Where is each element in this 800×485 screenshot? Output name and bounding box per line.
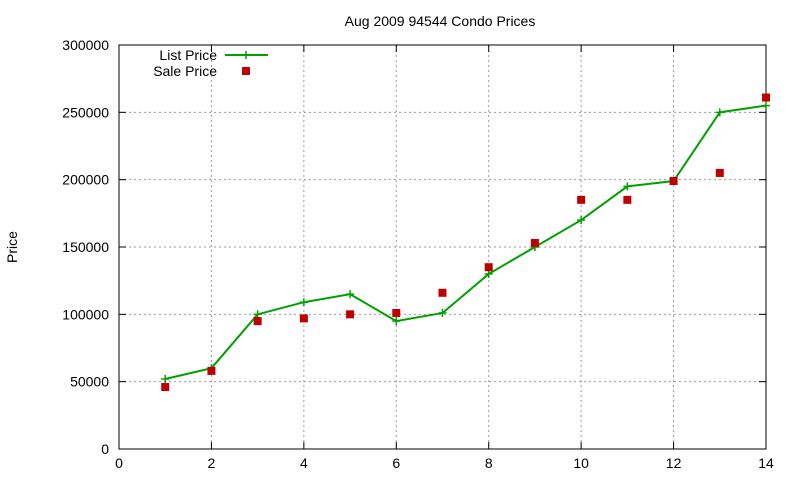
list-price-point (392, 317, 401, 326)
axis-ticks: 0 2 4 6 8 10 12 14 0 50000 100000 150000 200000 25000… (62, 37, 774, 471)
list-price-point (577, 216, 586, 225)
legend-line-sample (225, 51, 268, 59)
sale-price-point (346, 310, 355, 319)
series-sale-price (161, 93, 770, 392)
list-price-point (715, 108, 724, 117)
y-tick-label: 150000 (62, 239, 109, 255)
list-price-point (484, 269, 493, 278)
sale-price-point (161, 383, 170, 392)
series-list-price (161, 101, 770, 383)
y-tick-label: 300000 (62, 37, 109, 53)
sale-price-point (623, 195, 632, 204)
list-price-point (762, 101, 770, 110)
list-price-point (346, 290, 355, 299)
list-price-point (161, 374, 170, 383)
series-layer (161, 93, 770, 392)
x-tick-label: 14 (758, 455, 774, 471)
plot-frame (118, 44, 767, 450)
sale-price-point (762, 93, 770, 102)
list-price-line (164, 104, 767, 380)
list-price-point (623, 182, 632, 191)
y-tick-label: 250000 (62, 104, 109, 120)
x-tick-label: 0 (115, 455, 123, 471)
list-price-point (253, 310, 262, 319)
sale-price-point (299, 314, 308, 323)
y-tick-label: 100000 (62, 306, 109, 322)
sale-price-point (253, 317, 262, 326)
grid (119, 45, 766, 449)
list-price-point (438, 308, 447, 317)
x-tick-label: 8 (485, 455, 493, 471)
legend-square-marker (242, 67, 250, 75)
sale-price-point (669, 177, 678, 186)
sale-price-point (438, 288, 447, 297)
y-tick-label: 50000 (70, 374, 109, 390)
sale-price-point (577, 195, 586, 204)
sale-price-point (715, 168, 724, 177)
y-tick-label: 200000 (62, 172, 109, 188)
legend-label: Sale Price (153, 63, 217, 79)
list-price-point (299, 298, 308, 307)
y-axis-label: Price (4, 231, 20, 263)
x-tick-label: 6 (392, 455, 400, 471)
sale-price-point (530, 238, 539, 247)
x-tick-label: 4 (300, 455, 308, 471)
x-tick-label: 10 (573, 455, 589, 471)
y-tick-label: 0 (101, 441, 109, 457)
legend-label: List Price (159, 47, 217, 63)
chart-title: Aug 2009 94544 Condo Prices (345, 13, 536, 29)
x-tick-label: 12 (666, 455, 682, 471)
x-tick-label: 2 (208, 455, 216, 471)
sale-price-point (484, 263, 493, 272)
sale-price-point (207, 366, 216, 375)
sale-price-point (392, 308, 401, 317)
legend-plus-marker (242, 51, 250, 59)
